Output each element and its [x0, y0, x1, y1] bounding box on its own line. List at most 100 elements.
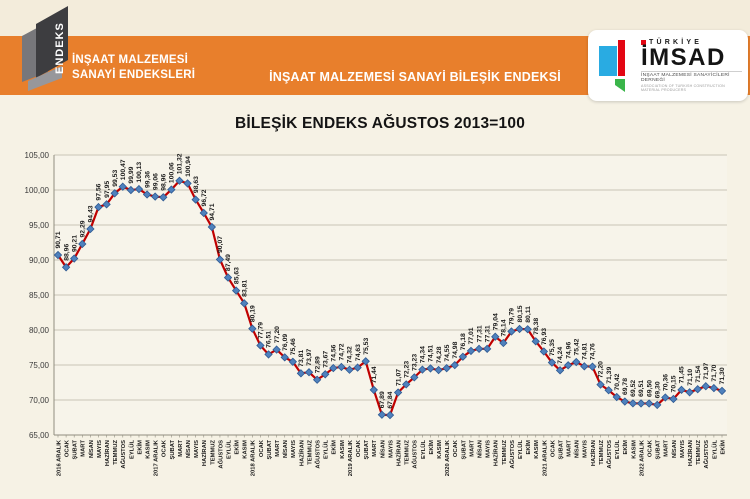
x-axis-label: 2016 ARALIK: [56, 439, 62, 476]
index-series-title-line1: İNŞAAT MALZEMESİ: [72, 54, 189, 66]
data-label: 87,49: [225, 254, 232, 271]
data-label: 99,53: [112, 170, 119, 187]
data-label: 100,13: [136, 162, 143, 183]
data-label: 85,63: [233, 267, 240, 284]
data-point-marker: [288, 357, 297, 366]
data-point-marker: [272, 345, 281, 354]
imsad-logo-blue-block: [599, 45, 617, 76]
y-axis-label: 105,00: [25, 151, 50, 160]
data-point-marker: [620, 397, 629, 406]
x-axis-label: KASIM: [340, 440, 346, 459]
data-label: 74,76: [590, 343, 597, 360]
imsad-subtitle-english: ASSOCIATION OF TURKISH CONSTRUCTION MATE…: [641, 84, 725, 93]
data-label: 74,98: [452, 341, 459, 358]
data-label: 71,54: [695, 365, 702, 382]
data-label: 69,78: [622, 378, 629, 395]
x-axis-label: EKİM: [525, 440, 532, 455]
x-axis-label: MAYIS: [583, 440, 589, 458]
data-label: 72,20: [598, 361, 605, 378]
data-label: 70,36: [663, 374, 670, 391]
x-axis-label: AĞUSTOS: [605, 440, 613, 469]
data-label: 90,71: [55, 231, 62, 248]
data-label: 80,19: [250, 305, 257, 322]
x-axis-label: EKİM: [719, 440, 726, 455]
x-axis-label: TEMMUZ: [696, 440, 702, 465]
data-label: 83,81: [241, 280, 248, 297]
x-axis-label: MAYIS: [291, 440, 297, 458]
x-axis-label: 2022 ARALIK: [639, 439, 645, 476]
x-axis-label: MART: [567, 440, 573, 457]
endeks-logo: ENDEKS: [14, 2, 84, 97]
data-label: 98,96: [160, 174, 167, 191]
data-point-marker: [669, 394, 678, 404]
imsad-logo-text: TÜRKİYE İMSAD İNŞAAT MALZEMESİ SANAYİCİL…: [641, 39, 748, 93]
data-point-marker: [191, 195, 200, 204]
data-label: 74,72: [339, 343, 346, 360]
data-label: 75,42: [573, 338, 580, 355]
x-axis-label: NİSAN: [671, 440, 678, 458]
data-point-marker: [709, 383, 719, 393]
data-label: 78,14: [501, 319, 508, 336]
data-label: 99,36: [144, 171, 151, 188]
data-label: 69,50: [646, 380, 653, 397]
data-point-marker: [240, 299, 249, 308]
data-point-marker: [458, 352, 468, 361]
x-axis-label: AĞUSTOS: [314, 440, 322, 469]
x-axis-label: NİSAN: [88, 440, 95, 458]
data-label: 71,70: [711, 364, 718, 381]
x-axis-label: 2021 ARALIK: [542, 439, 548, 476]
data-point-marker: [507, 327, 516, 336]
data-label: 71,39: [606, 367, 613, 384]
data-point-marker: [653, 400, 662, 410]
index-series-title-line2: SANAYİ ENDEKSLERİ: [72, 69, 196, 81]
data-point-marker: [499, 338, 508, 348]
x-axis-label: OCAK: [648, 439, 654, 457]
x-axis-label: HAZİRAN: [493, 440, 500, 466]
data-label: 76,18: [460, 333, 467, 350]
data-point-marker: [563, 361, 573, 370]
x-axis-label: AĞUSTOS: [119, 440, 127, 469]
x-axis-label: EYLÜL: [128, 440, 135, 459]
data-point-marker: [70, 254, 79, 263]
x-axis-label: MART: [372, 440, 378, 457]
x-axis-label: MAYIS: [194, 440, 200, 458]
data-label: 98,63: [193, 176, 200, 193]
x-axis-label: EKİM: [331, 440, 338, 455]
data-point-marker: [701, 382, 710, 391]
data-label: 97,56: [96, 183, 103, 200]
y-axis-label: 75,00: [29, 361, 50, 370]
data-point-marker: [256, 341, 265, 350]
data-point-marker: [94, 202, 103, 212]
imsad-red-dot-icon: [641, 39, 646, 45]
data-label: 74,56: [331, 344, 338, 361]
data-point-marker: [110, 189, 119, 198]
y-axis-label: 95,00: [29, 221, 50, 230]
x-axis-label: AĞUSTOS: [508, 440, 516, 469]
data-point-marker: [167, 185, 176, 194]
data-label: 88,96: [63, 244, 70, 261]
data-point-marker: [159, 193, 168, 202]
data-label: 76,93: [541, 328, 548, 345]
data-point-marker: [474, 344, 484, 353]
data-label: 73,97: [306, 348, 313, 365]
data-point-marker: [361, 357, 370, 366]
x-axis-label: HAZİRAN: [104, 440, 111, 466]
data-point-marker: [134, 184, 144, 194]
x-axis-label: TEMMUZ: [502, 440, 508, 465]
x-axis-label: OCAK: [162, 439, 168, 457]
data-point-marker: [102, 200, 111, 209]
data-label: 76,51: [266, 331, 273, 348]
data-point-marker: [717, 386, 727, 396]
x-axis-label: NİSAN: [282, 440, 289, 458]
data-point-marker: [248, 324, 257, 333]
data-label: 74,34: [420, 346, 427, 363]
imsad-logo-icon: [599, 39, 625, 92]
x-axis-label: OCAK: [550, 439, 556, 457]
x-axis-label: ŞUBAT: [170, 440, 176, 460]
imsad-logo-green-block: [615, 78, 625, 92]
endeks-logo-icon: ENDEKS: [22, 6, 68, 91]
endeks-logo-base-shape: [28, 66, 62, 91]
x-axis-label: HAZİRAN: [298, 440, 305, 466]
data-point-marker: [296, 369, 306, 378]
